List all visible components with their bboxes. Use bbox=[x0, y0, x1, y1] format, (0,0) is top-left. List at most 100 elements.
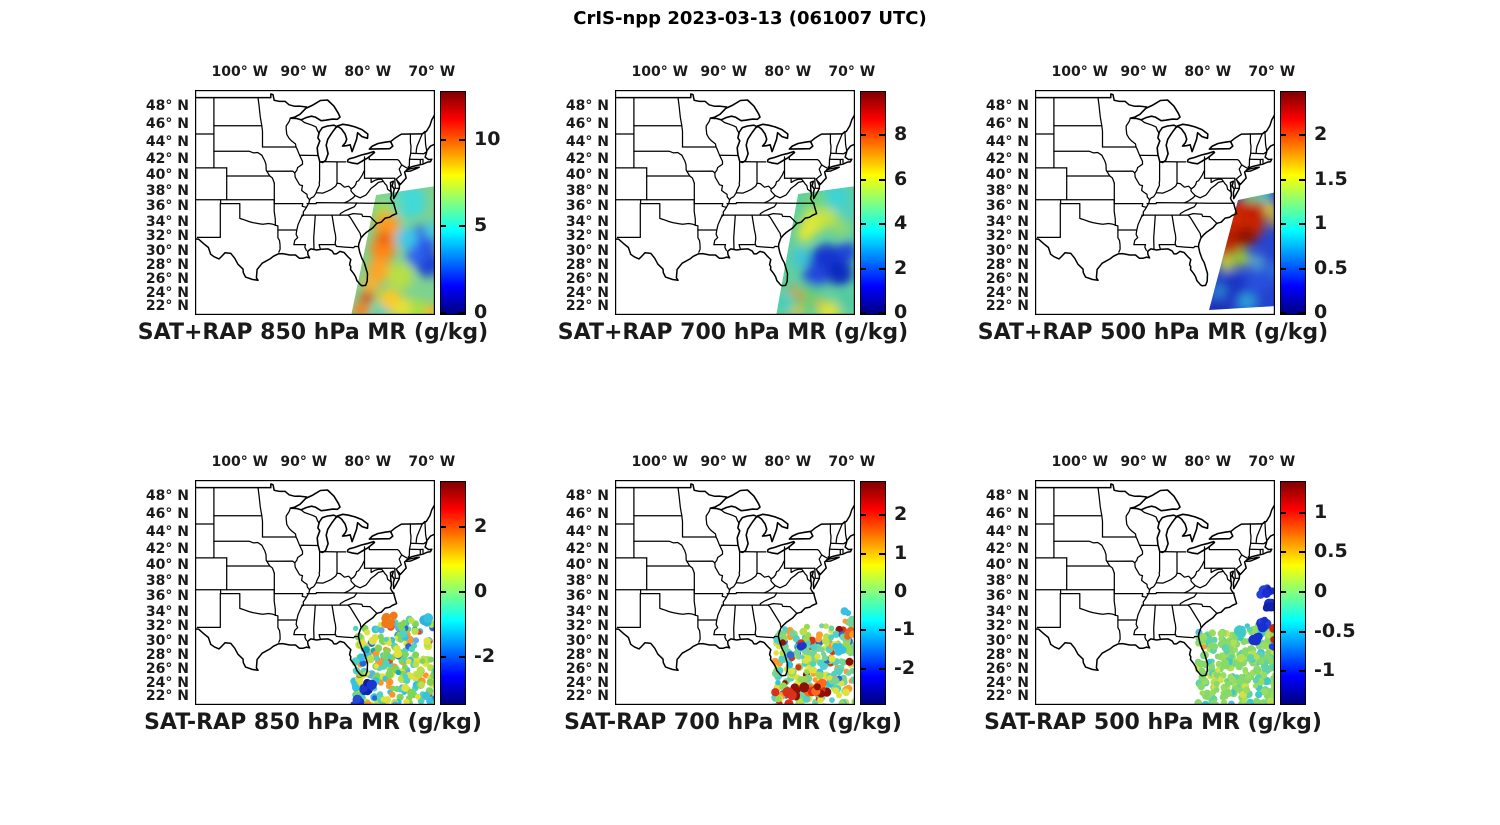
axes-frame bbox=[615, 90, 855, 315]
lat-tick-label: 48° N bbox=[145, 97, 189, 114]
colorbar-tick-label: 6 bbox=[894, 167, 908, 190]
lat-tick-label: 26° N bbox=[985, 270, 1029, 287]
map-frame bbox=[195, 90, 435, 315]
colorbar-tick bbox=[861, 312, 866, 314]
lat-tick-label: 38° N bbox=[985, 572, 1029, 589]
lon-tick-label: 90° W bbox=[700, 454, 748, 470]
colorbar-tick-label: 0.5 bbox=[1314, 256, 1348, 279]
lon-tick-label: 100° W bbox=[1051, 454, 1109, 470]
lat-tick-label: 36° N bbox=[565, 588, 609, 605]
lat-tick-label: 32° N bbox=[985, 618, 1029, 635]
colorbar-tick bbox=[879, 312, 885, 314]
lat-tick-label: 48° N bbox=[565, 97, 609, 114]
lat-tick-label: 38° N bbox=[145, 182, 189, 199]
lon-tick-label: 70° W bbox=[408, 454, 456, 470]
colorbar-tick-label: 5 bbox=[474, 214, 488, 237]
lat-tick-label: 44° N bbox=[565, 523, 609, 540]
lon-tick-label: 70° W bbox=[1248, 64, 1296, 80]
scatter-dots bbox=[350, 611, 435, 705]
colorbar-tick bbox=[1299, 630, 1305, 633]
colorbar-tick-label: -1 bbox=[894, 618, 916, 641]
colorbar-tick bbox=[1281, 134, 1286, 137]
colorbar-tick-label: 1 bbox=[894, 541, 908, 564]
colorbar-tick-label: 0 bbox=[474, 301, 488, 323]
lon-tick-label: 90° W bbox=[1120, 64, 1168, 80]
lat-tick-label: 42° N bbox=[985, 540, 1029, 557]
us-basemap bbox=[1035, 483, 1275, 677]
lat-tick-label: 26° N bbox=[145, 660, 189, 677]
lat-tick-label: 26° N bbox=[565, 270, 609, 287]
lat-tick-label: 22° N bbox=[565, 687, 609, 704]
lat-tick-label: 24° N bbox=[565, 674, 609, 691]
colorbar-tick-label: 0.5 bbox=[1314, 540, 1348, 563]
lat-tick-label: 34° N bbox=[565, 603, 609, 620]
lat-tick-label: 36° N bbox=[145, 588, 189, 605]
colorbar-tick bbox=[1299, 591, 1305, 593]
lat-tick-label: 34° N bbox=[145, 213, 189, 230]
lat-tick-label: 34° N bbox=[565, 213, 609, 230]
lat-tick-label: 30° N bbox=[985, 242, 1029, 259]
colorbar-tick-label: 0 bbox=[894, 580, 908, 602]
figure-title: CrIS-npp 2023-03-13 (061007 UTC) bbox=[573, 8, 927, 29]
colorbar-tick bbox=[879, 552, 885, 555]
lon-tick-label: 80° W bbox=[764, 454, 812, 470]
lat-tick-label: 26° N bbox=[565, 660, 609, 677]
map-svg bbox=[1035, 480, 1275, 705]
colorbar-tick bbox=[861, 667, 866, 670]
lat-tick-label: 34° N bbox=[145, 603, 189, 620]
colorbar bbox=[440, 91, 466, 315]
lat-tick-label: 34° N bbox=[985, 213, 1029, 230]
map-frame bbox=[615, 480, 855, 705]
lat-tick-label: 24° N bbox=[145, 284, 189, 301]
lat-tick-label: 46° N bbox=[145, 506, 189, 523]
colorbar-tick-label: 2 bbox=[894, 256, 908, 279]
colorbar-tick bbox=[861, 552, 866, 555]
colorbar bbox=[860, 91, 886, 315]
colorbar-tick bbox=[441, 656, 446, 659]
lat-tick-label: 40° N bbox=[145, 167, 189, 184]
colorbar-tick bbox=[861, 591, 866, 593]
lat-tick-label: 40° N bbox=[565, 557, 609, 574]
colorbar-tick-label: 0 bbox=[1314, 301, 1328, 323]
colorbar-tick bbox=[861, 629, 866, 632]
lon-tick-label: 80° W bbox=[764, 64, 812, 80]
colorbar-tick bbox=[1299, 312, 1305, 314]
lat-tick-label: 26° N bbox=[145, 270, 189, 287]
lat-tick-label: 46° N bbox=[985, 116, 1029, 133]
lon-tick-label: 90° W bbox=[280, 454, 328, 470]
lat-tick-label: 38° N bbox=[985, 182, 1029, 199]
colorbar-tick bbox=[1299, 551, 1305, 554]
lat-tick-label: 40° N bbox=[565, 167, 609, 184]
colorbar-tick bbox=[861, 514, 866, 517]
colorbar-tick bbox=[861, 178, 866, 181]
lat-tick-label: 28° N bbox=[145, 646, 189, 663]
colorbar-tick-label: -2 bbox=[474, 645, 496, 668]
colorbar-tick bbox=[1299, 134, 1305, 137]
scatter-dots bbox=[771, 607, 855, 705]
scatter-dots bbox=[1194, 584, 1275, 705]
colorbar-tick-label: 4 bbox=[894, 212, 908, 235]
colorbar-tick bbox=[879, 134, 885, 137]
lon-tick-label: 100° W bbox=[1051, 64, 1109, 80]
lon-tick-label: 80° W bbox=[344, 454, 392, 470]
colorbar-tick-label: 0 bbox=[1314, 580, 1328, 602]
lat-tick-label: 44° N bbox=[985, 523, 1029, 540]
lat-tick-label: 34° N bbox=[985, 603, 1029, 620]
panel-title: SAT-RAP 500 hPa MR (g/kg) bbox=[984, 710, 1322, 735]
lat-tick-label: 32° N bbox=[145, 228, 189, 245]
colorbar-tick bbox=[861, 134, 866, 137]
map-svg bbox=[195, 480, 435, 705]
lat-tick-label: 40° N bbox=[145, 557, 189, 574]
colorbar-tick bbox=[1281, 267, 1286, 270]
lat-tick-label: 24° N bbox=[985, 674, 1029, 691]
lon-tick-label: 70° W bbox=[1248, 454, 1296, 470]
lat-tick-label: 26° N bbox=[985, 660, 1029, 677]
lat-tick-label: 28° N bbox=[565, 256, 609, 273]
map-svg bbox=[195, 90, 435, 315]
lat-tick-label: 30° N bbox=[985, 632, 1029, 649]
colorbar-tick bbox=[879, 178, 885, 181]
colorbar-tick-label: -0.5 bbox=[1314, 619, 1356, 642]
colorbar-tick bbox=[1281, 670, 1286, 673]
colorbar-tick bbox=[459, 525, 465, 528]
